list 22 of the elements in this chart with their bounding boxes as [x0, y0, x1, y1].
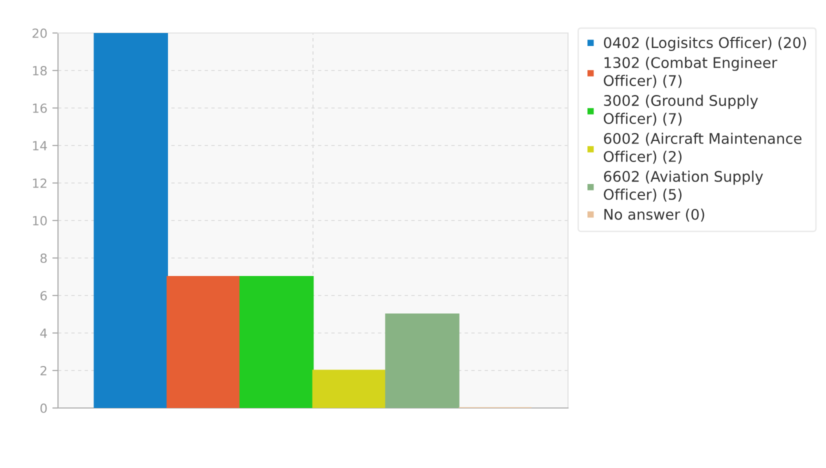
y-tick-label: 12 — [33, 178, 46, 188]
legend-label: 6602 (Aviation Supply Officer) (5) — [604, 170, 763, 202]
bar — [385, 314, 460, 408]
legend-label: 6002 (Aircraft Maintenance Officer) (2) — [604, 132, 802, 164]
bar — [94, 33, 168, 408]
legend-label: 3002 (Ground Supply Officer) (7) — [604, 94, 758, 126]
legend-label: 0402 (Logisitcs Officer) (20) — [604, 36, 806, 51]
y-tick-label: 10 — [33, 216, 47, 226]
bar — [312, 370, 387, 408]
y-tick-label: 18 — [33, 66, 47, 76]
y-tick-label: 16 — [33, 103, 47, 113]
y-tick-label: 0 — [40, 403, 47, 413]
bar — [166, 276, 241, 408]
y-tick-label: 20 — [32, 28, 47, 38]
bar — [239, 276, 314, 408]
y-tick-label: 14 — [33, 141, 47, 150]
legend-label: 1302 (Combat Engineer Officer) (7) — [604, 56, 778, 88]
y-tick-label: 8 — [40, 253, 47, 263]
y-tick-label: 2 — [40, 366, 46, 376]
legend-label: No answer (0) — [604, 208, 704, 222]
y-tick-label: 4 — [40, 328, 47, 338]
y-tick-label: 6 — [40, 290, 47, 300]
